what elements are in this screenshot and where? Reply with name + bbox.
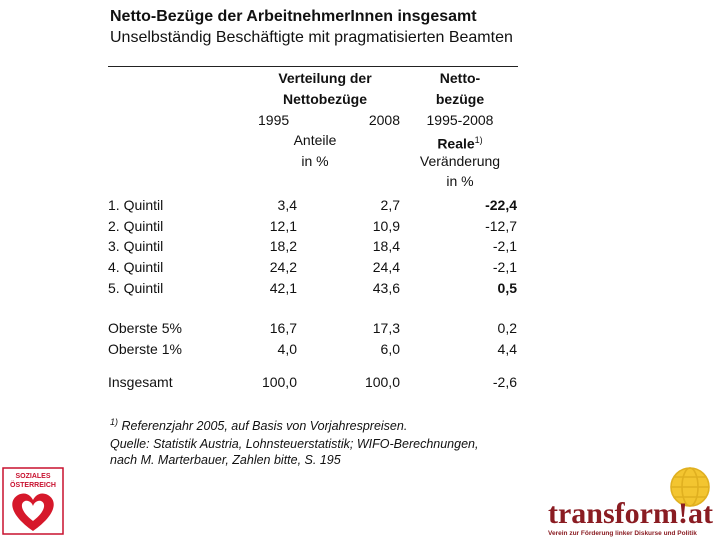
logo-text: ÖSTERREICH <box>10 480 56 489</box>
left-logo: SOZIALES ÖSTERREICH <box>2 467 64 535</box>
title: Netto-Bezüge der ArbeitnehmerInnen insge… <box>110 8 477 25</box>
row-label: 2. Quintil <box>108 218 164 234</box>
cell: -2,6 <box>492 374 517 390</box>
cell: 100,0 <box>364 374 400 390</box>
col-head: 1995-2008 <box>426 112 494 128</box>
cell: -2,1 <box>492 238 517 254</box>
cell: 100,0 <box>261 374 297 390</box>
col-head: in % <box>301 153 329 169</box>
row-label: Oberste 1% <box>108 341 182 357</box>
subtitle: Unselbständig Beschäftigte mit pragmatis… <box>110 29 513 46</box>
row-label: Oberste 5% <box>108 320 182 336</box>
footnote: 1) Referenzjahr 2005, auf Basis von Vorj… <box>110 414 407 434</box>
logo-text: transform!at <box>548 497 713 530</box>
cell: 18,4 <box>372 238 400 254</box>
col-head: Nettobezüge <box>283 91 367 107</box>
cell: -12,7 <box>485 218 517 234</box>
cell: 18,2 <box>269 238 297 254</box>
col-head: Anteile <box>293 132 337 148</box>
row-label: 4. Quintil <box>108 259 164 275</box>
cell: 6,0 <box>380 341 400 357</box>
col-head: bezüge <box>435 91 485 107</box>
col-head: Netto- <box>439 70 481 86</box>
row-label: 5. Quintil <box>108 280 164 296</box>
footnote-text: Referenzjahr 2005, auf Basis von Vorjahr… <box>121 419 408 434</box>
col-head: 2008 <box>368 112 400 128</box>
col-head: Reale <box>437 135 475 152</box>
cell: 3,4 <box>277 197 297 213</box>
cell: 4,4 <box>497 341 517 357</box>
source: nach M. Marterbauer, Zahlen bitte, S. 19… <box>110 453 341 467</box>
col-head: Reale1) <box>400 131 520 153</box>
cell: -22,4 <box>485 197 517 213</box>
col-head: in % <box>446 173 474 189</box>
source: Quelle: Statistik Austria, Lohnsteuersta… <box>110 437 479 451</box>
col-head: 1995 <box>258 112 290 128</box>
cell: 4,0 <box>277 341 297 357</box>
cell: 43,6 <box>372 280 400 296</box>
logo-text: SOZIALES <box>15 473 50 480</box>
logo-tagline: Verein zur Förderung linker Diskurse und… <box>548 530 697 537</box>
cell: 12,1 <box>269 218 297 234</box>
cell: 2,7 <box>380 197 400 213</box>
cell: 24,2 <box>269 259 297 275</box>
note-mark: 1) <box>474 135 483 145</box>
row-label: Insgesamt <box>108 374 173 390</box>
col-head: Veränderung <box>419 153 501 169</box>
cell: 0,5 <box>497 280 517 296</box>
cell: -2,1 <box>492 259 517 275</box>
cell: 10,9 <box>372 218 400 234</box>
row-label: 3. Quintil <box>108 238 164 254</box>
note-mark: 1) <box>110 417 119 427</box>
row-label: 1. Quintil <box>108 197 164 213</box>
cell: 17,3 <box>372 320 400 336</box>
right-logo: transform!at Verein zur Förderung linker… <box>548 467 713 537</box>
cell: 42,1 <box>269 280 297 296</box>
col-head: Verteilung der <box>278 70 372 86</box>
cell: 16,7 <box>269 320 297 336</box>
cell: 24,4 <box>372 259 400 275</box>
rule <box>108 66 518 67</box>
cell: 0,2 <box>497 320 517 336</box>
